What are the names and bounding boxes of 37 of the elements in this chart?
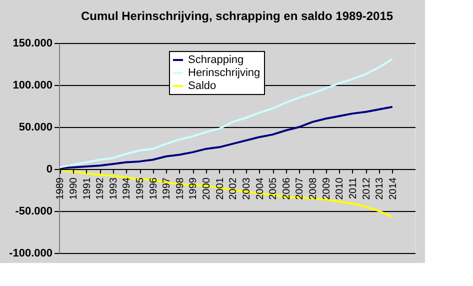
y-tick-label: -100.000 [9,248,52,260]
x-tick-label: 1992 [95,177,106,200]
x-tick-label: 2013 [374,177,386,200]
x-tick-label: 2010 [334,177,346,200]
x-tick-label: 2008 [308,177,320,200]
x-tick-label: 2012 [361,177,372,200]
chart-title: Cumul Herinschrijving, schrapping en saldo 1989-2015 [80,9,394,23]
x-tick-label: 2011 [348,177,359,200]
x-tick-label: 2001 [214,177,226,200]
legend-label: Schrapping [188,54,244,66]
x-tick-label: 1990 [68,177,80,200]
y-tick-label: 100.000 [12,80,52,92]
legend-label: Herinschrijving [188,67,260,79]
x-tick-label: 1997 [162,177,173,200]
y-tick-label: -50.000 [15,206,52,218]
x-tick-label: 1999 [188,177,200,200]
x-tick-label: 2000 [202,177,213,200]
x-tick-label: 1991 [82,177,93,200]
x-tick-label: 1993 [108,177,120,200]
line-series [58,106,394,170]
x-tick-label: 1989 [55,177,66,200]
y-tick-label: 50.000 [18,122,52,134]
x-tick-label: 2002 [228,177,240,200]
y-tick-label: 150.000 [12,38,52,50]
x-tick-label: 1998 [174,177,186,200]
x-tick-label: 2014 [388,177,399,200]
x-tick-label: 1996 [148,177,160,200]
x-tick-label: 2007 [294,177,306,200]
legend-label: Saldo [188,80,216,92]
x-tick-label: 2003 [241,177,252,200]
y-tick-label: 0 [46,164,52,176]
x-tick-label: 2004 [254,177,266,200]
x-tick-label: 2006 [281,177,292,200]
x-tick-label: 1994 [122,177,133,200]
x-tick-label: 2005 [268,177,280,200]
x-tick-label: 1995 [135,177,146,200]
x-tick-label: 2009 [321,177,332,200]
